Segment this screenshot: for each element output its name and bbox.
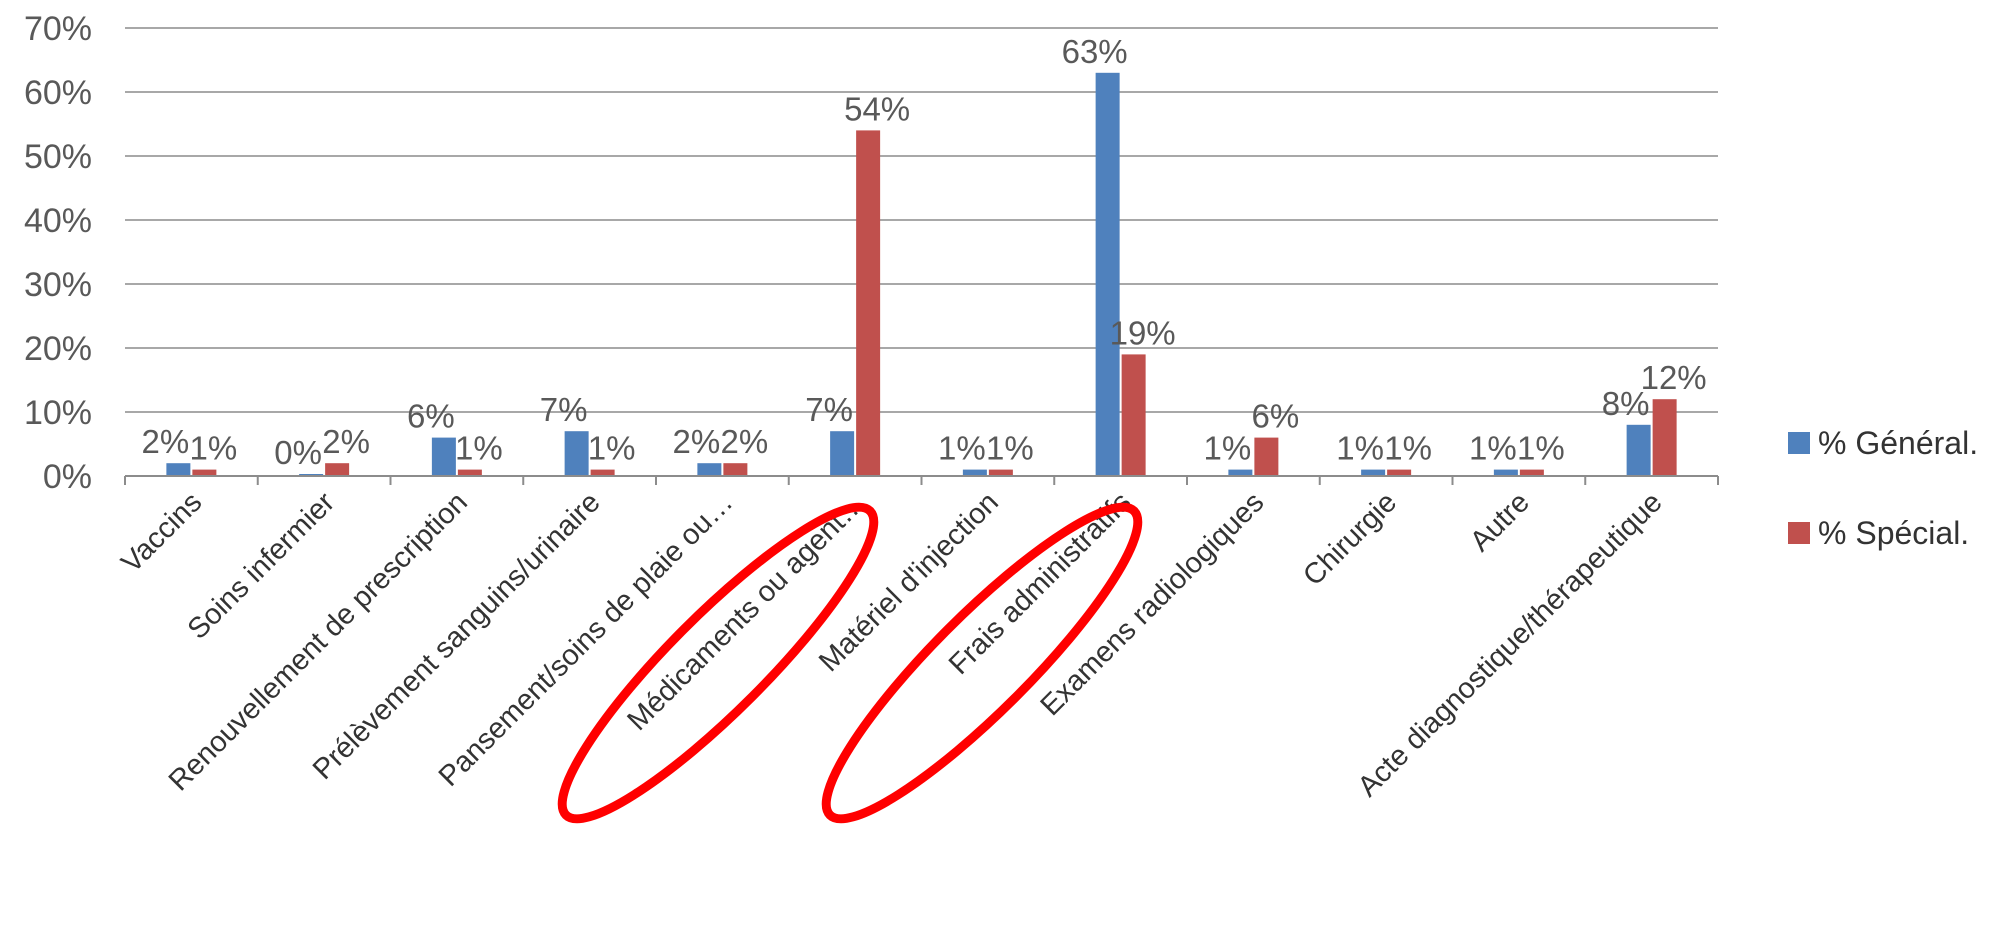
bar-special bbox=[1254, 437, 1279, 476]
legend-swatch-special bbox=[1788, 522, 1810, 544]
y-tick-label: 60% bbox=[24, 74, 92, 112]
y-tick-label: 10% bbox=[24, 394, 92, 432]
y-tick-label: 20% bbox=[24, 330, 92, 368]
category-label: Examens radiologiques bbox=[1035, 486, 1271, 722]
bar-general bbox=[1361, 469, 1386, 476]
legend-item-special: % Spécial. bbox=[1788, 510, 1978, 556]
legend-label-special: % Spécial. bbox=[1818, 514, 1970, 551]
bar-general bbox=[431, 437, 456, 476]
bar-general bbox=[962, 469, 987, 476]
y-tick-label: 70% bbox=[24, 10, 92, 48]
data-label-general: 1% bbox=[938, 430, 986, 467]
bar-special bbox=[723, 463, 748, 476]
data-label-general: 1% bbox=[1204, 430, 1252, 467]
category-label: Autre bbox=[1464, 486, 1536, 558]
data-label-general: 8% bbox=[1602, 385, 1650, 422]
data-label-special: 19% bbox=[1110, 314, 1176, 351]
category-label: Prélèvement sanguins/urinaire bbox=[307, 486, 607, 786]
y-axis: 0% 10% 20% 30% 40% 50% 60% 70% bbox=[24, 10, 92, 496]
highlight-ellipse bbox=[821, 502, 1143, 824]
bar-special bbox=[1387, 469, 1412, 476]
legend: % Général. % Spécial. bbox=[1788, 420, 1978, 600]
bars bbox=[166, 72, 1677, 477]
data-label-general: 6% bbox=[407, 398, 455, 435]
bar-special bbox=[325, 463, 350, 476]
data-label-general: 7% bbox=[805, 391, 853, 428]
data-label-general: 1% bbox=[1336, 430, 1384, 467]
data-label-special: 1% bbox=[455, 430, 503, 467]
bar-general bbox=[830, 431, 855, 476]
bar-general bbox=[697, 463, 722, 476]
data-label-special: 2% bbox=[322, 423, 370, 460]
data-label-general: 2% bbox=[142, 423, 190, 460]
data-label-general: 1% bbox=[1469, 430, 1517, 467]
bar-special bbox=[457, 469, 482, 476]
bar-special bbox=[1519, 469, 1544, 476]
data-label-general: 0% bbox=[274, 434, 322, 471]
data-label-special: 6% bbox=[1252, 398, 1300, 435]
bar-chart: 0%10%20%30%40%50%60%70% 2% 0%6% 7%2%7%1%63… bbox=[24, 10, 1719, 824]
bar-general bbox=[1228, 469, 1253, 476]
data-labels: 2% 0%6% 7%2%7%1%63%1% 1% 1%8%1% 2% 1% 1% 2%54%1%… bbox=[142, 33, 1707, 471]
data-label-general: 7% bbox=[540, 391, 588, 428]
highlight-ellipse bbox=[557, 502, 879, 824]
category-label: Vaccins bbox=[115, 486, 208, 579]
bar-special bbox=[590, 469, 615, 476]
bar-general bbox=[166, 463, 191, 476]
x-axis bbox=[124, 475, 1719, 485]
data-label-special: 1% bbox=[190, 430, 238, 467]
data-label-special: 12% bbox=[1641, 359, 1707, 396]
legend-item-general: % Général. bbox=[1788, 420, 1978, 466]
data-label-special: 2% bbox=[721, 423, 769, 460]
data-label-special: 54% bbox=[844, 90, 910, 127]
data-label-special: 1% bbox=[588, 430, 636, 467]
y-tick-label: 40% bbox=[24, 202, 92, 240]
bar-general bbox=[564, 431, 589, 476]
legend-swatch-general bbox=[1788, 432, 1810, 454]
bar-special bbox=[192, 469, 217, 476]
bar-general bbox=[1493, 469, 1518, 476]
annotations bbox=[557, 502, 1143, 824]
gridlines bbox=[125, 27, 1718, 413]
legend-label-general: % Général. bbox=[1818, 424, 1979, 461]
y-tick-label: 0% bbox=[43, 458, 92, 496]
category-label: Chirurgie bbox=[1297, 486, 1403, 592]
bar-general bbox=[1626, 424, 1651, 476]
y-tick-label: 30% bbox=[24, 266, 92, 304]
bar-general bbox=[1095, 72, 1120, 477]
data-label-general: 2% bbox=[673, 423, 721, 460]
bar-special bbox=[856, 130, 881, 476]
data-label-general: 63% bbox=[1062, 33, 1128, 70]
bar-special bbox=[1652, 399, 1677, 476]
data-label-special: 1% bbox=[1384, 430, 1432, 467]
data-label-special: 1% bbox=[1517, 430, 1565, 467]
bar-special bbox=[988, 469, 1013, 476]
y-tick-label: 50% bbox=[24, 138, 92, 176]
data-label-special: 1% bbox=[986, 430, 1034, 467]
bar-special bbox=[1121, 354, 1146, 476]
